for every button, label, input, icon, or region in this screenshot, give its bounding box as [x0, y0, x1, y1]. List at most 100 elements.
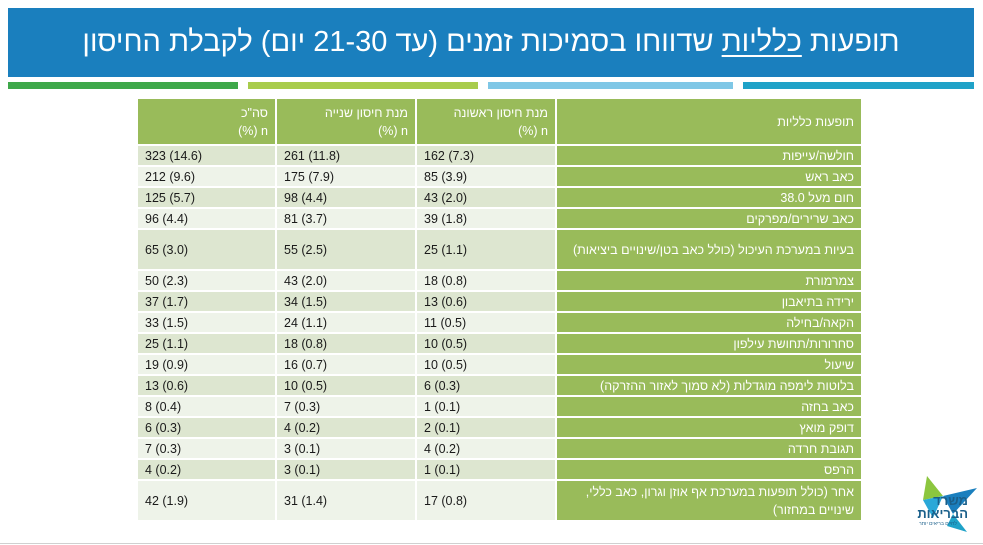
table-row: ירידה בתיאבון 13 (0.6) 34 (1.5) 37 (1.7) — [136, 290, 863, 313]
table-row: חום מעל 38.0 43 (2.0) 98 (4.4) 125 (5.7) — [136, 186, 863, 209]
logo-wordmark: משרד הבריאות — [908, 494, 968, 520]
header-total-unit: n (%) — [238, 123, 268, 138]
dose2-cell: 10 (0.5) — [275, 374, 417, 397]
symptom-cell: דופק מואץ — [555, 416, 863, 439]
slide-title: תופעות כלליות שדווחו בסמיכות זמנים (עד 2… — [82, 26, 899, 59]
dose1-cell: 18 (0.8) — [415, 269, 557, 292]
dose2-cell: 55 (2.5) — [275, 228, 417, 271]
header-dose1-title: מנת חיסון ראשונה — [453, 105, 548, 120]
total-cell: 96 (4.4) — [136, 207, 277, 230]
table-row: דופק מואץ 2 (0.1) 4 (0.2) 6 (0.3) — [136, 416, 863, 439]
header-dose1-unit: n (%) — [518, 123, 548, 138]
symptom-cell: צמרמורת — [555, 269, 863, 292]
total-cell: 212 (9.6) — [136, 165, 277, 188]
total-cell: 37 (1.7) — [136, 290, 277, 313]
symptom-cell: בלוטות לימפה מוגדלות (לא סמוך לאזור ההזר… — [555, 374, 863, 397]
dose1-cell: 6 (0.3) — [415, 374, 557, 397]
logo-line2: הבריאות — [917, 506, 968, 521]
total-cell: 8 (0.4) — [136, 395, 277, 418]
dose2-cell: 175 (7.9) — [275, 165, 417, 188]
header-dose2: מנת חיסון שנייה n (%) — [275, 97, 417, 146]
symptom-cell: שיעול — [555, 353, 863, 376]
table-row: שיעול 10 (0.5) 16 (0.7) 19 (0.9) — [136, 353, 863, 376]
dose1-cell: 1 (0.1) — [415, 395, 557, 418]
stripe-dark-green — [8, 82, 238, 89]
logo-line1: משרד — [933, 493, 968, 508]
header-total-title: סה"כ — [241, 105, 268, 120]
header-dose1: מנת חיסון ראשונה n (%) — [415, 97, 557, 146]
symptom-cell: הקאה/בחילה — [555, 311, 863, 334]
dose1-cell: 11 (0.5) — [415, 311, 557, 334]
stripe-light-blue — [488, 82, 733, 89]
dose1-cell: 43 (2.0) — [415, 186, 557, 209]
stripe-teal — [743, 82, 974, 89]
total-cell: 19 (0.9) — [136, 353, 277, 376]
dose1-cell: 85 (3.9) — [415, 165, 557, 188]
total-cell: 50 (2.3) — [136, 269, 277, 292]
dose2-cell: 81 (3.7) — [275, 207, 417, 230]
symptom-cell: כאב בחזה — [555, 395, 863, 418]
total-cell: 7 (0.3) — [136, 437, 277, 460]
table-row: צמרמורת 18 (0.8) 43 (2.0) 50 (2.3) — [136, 269, 863, 292]
logo-tagline: לחיים בריאים יותר — [919, 521, 957, 527]
symptom-cell: חום מעל 38.0 — [555, 186, 863, 209]
dose1-cell: 13 (0.6) — [415, 290, 557, 313]
header-symptom: תופעות כלליות — [555, 97, 863, 146]
symptom-cell: כאב ראש — [555, 165, 863, 188]
table-row: הרפס 1 (0.1) 3 (0.1) 4 (0.2) — [136, 458, 863, 481]
dose2-cell: 3 (0.1) — [275, 437, 417, 460]
dose2-cell: 34 (1.5) — [275, 290, 417, 313]
total-cell: 323 (14.6) — [136, 144, 277, 167]
dose2-cell: 98 (4.4) — [275, 186, 417, 209]
dose2-cell: 16 (0.7) — [275, 353, 417, 376]
table-row: הקאה/בחילה 11 (0.5) 24 (1.1) 33 (1.5) — [136, 311, 863, 334]
title-post: שדווחו בסמיכות זמנים (עד 21-30 יום) לקבל… — [82, 26, 722, 58]
total-cell: 25 (1.1) — [136, 332, 277, 355]
dose1-cell: 2 (0.1) — [415, 416, 557, 439]
side-effects-table: תופעות כלליות מנת חיסון ראשונה n (%) מנת … — [136, 97, 863, 522]
table-header-row: תופעות כלליות מנת חיסון ראשונה n (%) מנת … — [136, 97, 863, 146]
table-row: כאב בחזה 1 (0.1) 7 (0.3) 8 (0.4) — [136, 395, 863, 418]
symptom-cell: תגובת חרדה — [555, 437, 863, 460]
dose1-cell: 25 (1.1) — [415, 228, 557, 271]
table-row: תגובת חרדה 4 (0.2) 3 (0.1) 7 (0.3) — [136, 437, 863, 460]
stripe-light-green — [248, 82, 478, 89]
dose2-cell: 18 (0.8) — [275, 332, 417, 355]
header-dose2-unit: n (%) — [378, 123, 408, 138]
symptom-cell: חולשה/עייפות — [555, 144, 863, 167]
total-cell: 6 (0.3) — [136, 416, 277, 439]
table-row: כאב ראש 85 (3.9) 175 (7.9) 212 (9.6) — [136, 165, 863, 188]
dose2-cell: 3 (0.1) — [275, 458, 417, 481]
dose2-cell: 261 (11.8) — [275, 144, 417, 167]
dose2-cell: 24 (1.1) — [275, 311, 417, 334]
header-total: סה"כ n (%) — [136, 97, 277, 146]
total-cell: 42 (1.9) — [136, 479, 277, 522]
slide-title-bar: תופעות כלליות שדווחו בסמיכות זמנים (עד 2… — [8, 8, 974, 77]
table-row: סחרורות/תחושת עילפון 10 (0.5) 18 (0.8) 2… — [136, 332, 863, 355]
symptom-cell: בעיות במערכת העיכול (כולל כאב בטן/שינויי… — [555, 228, 863, 271]
dose1-cell: 162 (7.3) — [415, 144, 557, 167]
title-pre: תופעות — [801, 26, 900, 58]
dose1-cell: 10 (0.5) — [415, 332, 557, 355]
dose1-cell: 4 (0.2) — [415, 437, 557, 460]
total-cell: 65 (3.0) — [136, 228, 277, 271]
total-cell: 4 (0.2) — [136, 458, 277, 481]
header-dose2-title: מנת חיסון שנייה — [324, 105, 408, 120]
dose2-cell: 31 (1.4) — [275, 479, 417, 522]
dose1-cell: 17 (0.8) — [415, 479, 557, 522]
table-row: אחר (כולל תופעות במערכת אף אוזן וגרון, כ… — [136, 479, 863, 522]
dose1-cell: 39 (1.8) — [415, 207, 557, 230]
symptom-cell: ירידה בתיאבון — [555, 290, 863, 313]
table-row: כאב שרירים/מפרקים 39 (1.8) 81 (3.7) 96 (… — [136, 207, 863, 230]
dose1-cell: 1 (0.1) — [415, 458, 557, 481]
total-cell: 125 (5.7) — [136, 186, 277, 209]
dose2-cell: 4 (0.2) — [275, 416, 417, 439]
symptom-cell: סחרורות/תחושת עילפון — [555, 332, 863, 355]
ministry-of-health-logo-icon — [923, 476, 977, 532]
decorative-stripes — [8, 82, 974, 89]
symptom-cell: אחר (כולל תופעות במערכת אף אוזן וגרון, כ… — [555, 479, 863, 522]
title-underlined-word: כלליות — [721, 26, 802, 58]
symptom-cell: הרפס — [555, 458, 863, 481]
table-row: חולשה/עייפות 162 (7.3) 261 (11.8) 323 (1… — [136, 144, 863, 167]
dose2-cell: 43 (2.0) — [275, 269, 417, 292]
